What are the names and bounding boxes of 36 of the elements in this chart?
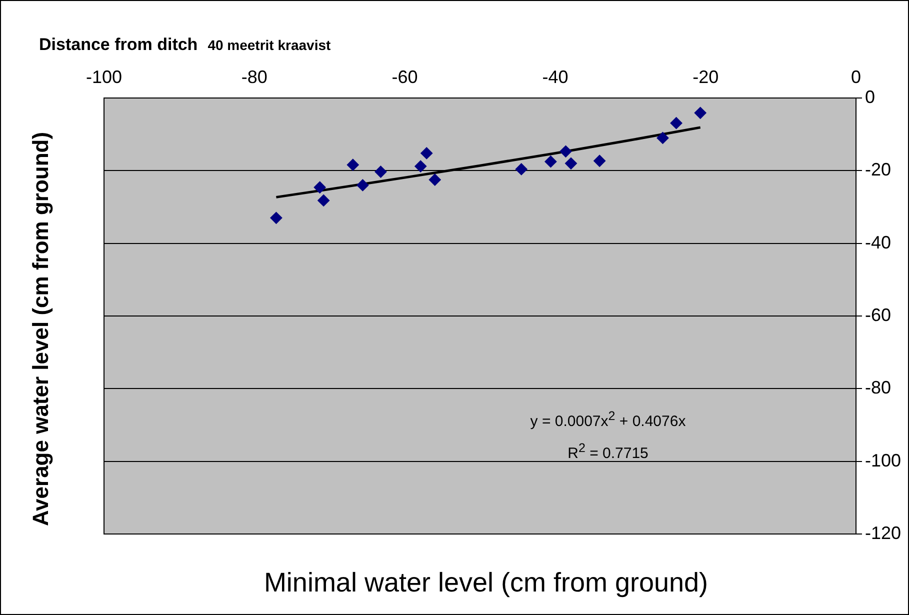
x-axis-title: Minimal water level (cm from ground) xyxy=(264,568,708,598)
annotation: R$^{2}$ = 0.7715 xyxy=(566,440,650,464)
point xyxy=(560,145,572,158)
point xyxy=(318,194,330,206)
annotation: y = 0.0007x$^{2}$ + 0.4076x xyxy=(530,408,686,432)
point xyxy=(346,158,359,171)
y-tick-label: -100 xyxy=(865,450,902,470)
y-tick-label: -80 xyxy=(865,378,892,398)
y-tick-label: 0 xyxy=(865,86,876,107)
point xyxy=(594,154,606,167)
x-tick-label: -40 xyxy=(542,67,568,88)
point xyxy=(656,132,669,144)
x-tick-label: -20 xyxy=(692,67,719,88)
point xyxy=(428,174,441,186)
y-tick-label: -120 xyxy=(865,522,902,543)
x-tick-label: -80 xyxy=(241,67,268,88)
point xyxy=(694,106,706,119)
point xyxy=(420,147,433,160)
point xyxy=(356,179,369,192)
x-tick-label: 0 xyxy=(850,67,862,88)
point xyxy=(564,157,577,170)
chart-title: Distance from ditch xyxy=(39,35,198,54)
point xyxy=(414,160,427,172)
y-tick-label: -20 xyxy=(865,160,892,180)
point xyxy=(314,181,326,194)
point xyxy=(374,166,387,178)
point xyxy=(670,117,682,130)
y-tick-label: -60 xyxy=(865,304,892,325)
point xyxy=(270,212,282,224)
y-axis-title: Average water level (cm from ground) xyxy=(28,132,54,526)
point xyxy=(515,163,528,176)
point xyxy=(544,156,557,168)
x-tick-label: -100 xyxy=(86,67,122,88)
x-tick-label: -60 xyxy=(392,67,418,88)
y-tick-label: -40 xyxy=(865,232,892,252)
chart-subtitle: 40 meetrit kraavist xyxy=(208,37,331,53)
